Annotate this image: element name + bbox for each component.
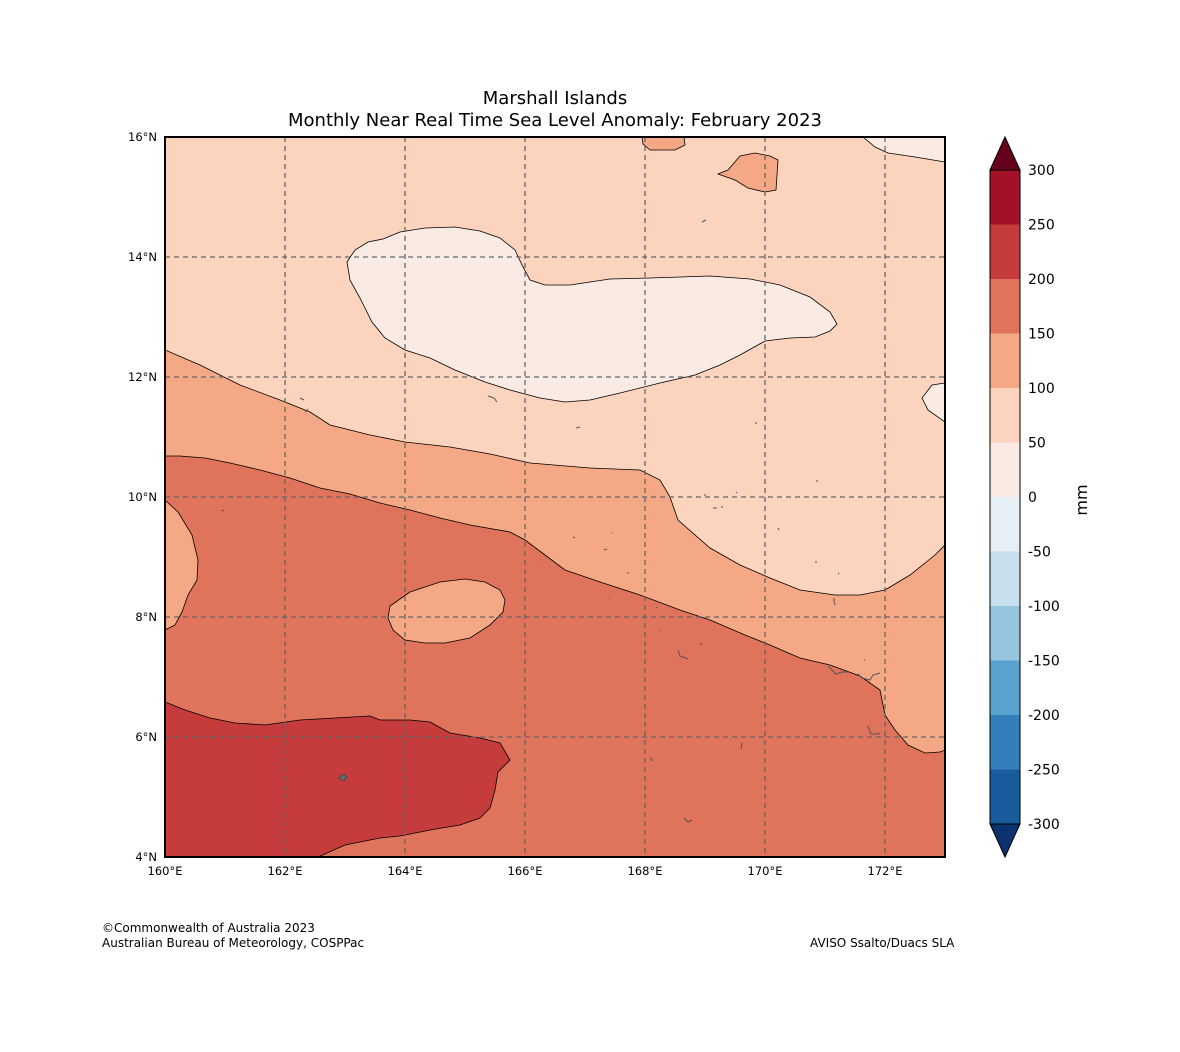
x-tick-label: 160°E <box>148 864 183 878</box>
x-tick-label: 168°E <box>628 864 663 878</box>
colorbar-tick-label: 100 <box>1028 381 1055 397</box>
gridlines <box>165 137 945 857</box>
x-axis: 160°E 162°E 164°E 166°E 168°E 170°E 172°… <box>148 864 903 878</box>
contour-0-50-east <box>921 382 945 423</box>
colorbar-segment <box>990 715 1020 770</box>
map-frame <box>164 136 946 858</box>
contour-100-150-central <box>387 578 506 644</box>
colorbar-tick-label: 250 <box>1028 218 1055 234</box>
colorbar-segment <box>990 551 1020 607</box>
colorbar-unit: mm <box>1072 484 1091 515</box>
colorbar-tick-label: -100 <box>1028 599 1060 615</box>
colorbar-tick-label: 0 <box>1028 490 1037 506</box>
colorbar-tick-label: -300 <box>1028 817 1060 833</box>
colorbar: 300 250 200 150 100 50 0 -50 -100 -150 -200 -250 -30… <box>989 135 1091 859</box>
colorbar-tick-label: 150 <box>1028 327 1055 343</box>
data-source: AVISO Ssalto/Duacs SLA <box>810 936 955 950</box>
colorbar-segment <box>990 606 1020 661</box>
contour-0-50-ne <box>862 137 945 163</box>
y-tick-label: 4°N <box>135 850 157 864</box>
colorbar-tick-label: 300 <box>1028 163 1055 179</box>
atolls <box>221 219 885 823</box>
x-tick-label: 162°E <box>268 864 303 878</box>
contour-100-150-north2 <box>716 152 779 193</box>
y-axis: 4°N 6°N 8°N 10°N 12°N 14°N 16°N <box>128 130 157 864</box>
colorbar-tick-label: 200 <box>1028 272 1055 288</box>
colorbar-over-arrow <box>989 135 1021 171</box>
island-marker <box>337 773 348 782</box>
y-tick-label: 10°N <box>128 490 157 504</box>
x-tick-label: 172°E <box>868 864 903 878</box>
y-tick-label: 6°N <box>135 730 157 744</box>
colorbar-segment <box>990 224 1020 280</box>
contour-100-150-north <box>641 137 686 151</box>
colorbar-segment <box>990 497 1020 552</box>
x-tick-label: 170°E <box>748 864 783 878</box>
colorbar-tick-label: -200 <box>1028 708 1060 724</box>
colorbar-segment <box>990 388 1020 443</box>
contour-200-250 <box>165 701 511 857</box>
y-tick-label: 8°N <box>135 610 157 624</box>
colorbar-segment <box>990 170 1020 225</box>
colorbar-tick-label: -50 <box>1028 545 1051 561</box>
colorbar-tick-label: -250 <box>1028 763 1060 779</box>
colorbar-segment <box>990 333 1020 389</box>
map-subtitle: Monthly Near Real Time Sea Level Anomaly… <box>288 110 822 131</box>
colorbar-segment <box>990 769 1020 825</box>
y-tick-label: 16°N <box>128 130 157 144</box>
colorbar-segment <box>990 660 1020 716</box>
colorbar-segment <box>990 442 1020 498</box>
credit-line-1: ©Commonwealth of Australia 2023 <box>102 921 315 935</box>
credit-line-2: Australian Bureau of Meteorology, COSPPa… <box>102 936 365 950</box>
colorbar-frame <box>989 169 1021 825</box>
contour-100-150-west <box>165 499 199 631</box>
colorbar-tick-label: -150 <box>1028 654 1060 670</box>
y-tick-label: 12°N <box>128 370 157 384</box>
map-title: Marshall Islands <box>482 88 628 109</box>
colorbar-tick-label: 50 <box>1028 436 1046 452</box>
contour-0-50-north <box>346 226 838 403</box>
y-tick-label: 14°N <box>128 250 157 264</box>
x-tick-label: 164°E <box>388 864 423 878</box>
colorbar-under-arrow <box>989 823 1021 859</box>
colorbar-segment <box>990 279 1020 334</box>
copyright-credit: ©Commonwealth of Australia 2023 Australi… <box>102 921 364 951</box>
x-tick-label: 166°E <box>508 864 543 878</box>
